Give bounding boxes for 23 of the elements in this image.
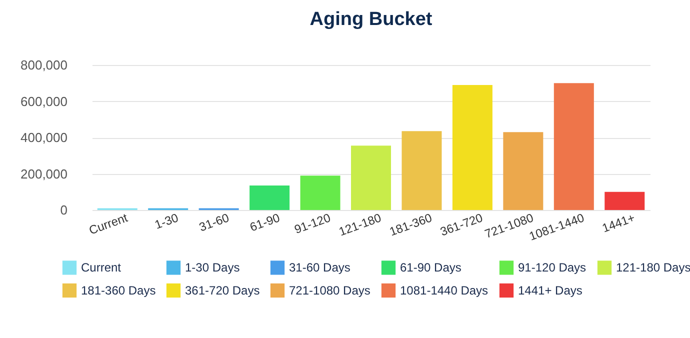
y-tick-label: 600,000 bbox=[20, 94, 68, 109]
legend-label: 1441+ Days bbox=[518, 284, 582, 298]
legend-label: 721-1080 Days bbox=[289, 284, 370, 298]
y-tick-label: 400,000 bbox=[20, 130, 68, 145]
legend-label: 361-720 Days bbox=[185, 284, 260, 298]
y-tick-label: 0 bbox=[60, 202, 68, 218]
x-tick-label: 1441+ bbox=[600, 210, 637, 236]
chart-title: Aging Bucket bbox=[310, 9, 433, 30]
legend-label: 31-60 Days bbox=[289, 260, 350, 275]
legend-label: 91-120 Days bbox=[518, 260, 586, 275]
legend-label: 181-360 Days bbox=[81, 284, 156, 298]
legend-label: 1081-1440 Days bbox=[400, 284, 488, 298]
legend-label: Current bbox=[81, 260, 122, 275]
y-tick-label: 800,000 bbox=[20, 58, 68, 72]
y-tick-label: 200,000 bbox=[20, 166, 68, 182]
legend-label: 121-180 Days bbox=[616, 260, 690, 275]
legend-label: 61-90 Days bbox=[400, 260, 462, 275]
x-tick-label: 31-60 bbox=[197, 210, 232, 234]
x-tick-label: 91-120 bbox=[292, 210, 333, 237]
x-tick-label: Current bbox=[87, 210, 130, 238]
x-tick-label: 1-30 bbox=[152, 210, 180, 232]
legend-label: 1-30 Days bbox=[185, 260, 240, 275]
x-tick-label: 61-90 bbox=[248, 210, 282, 234]
